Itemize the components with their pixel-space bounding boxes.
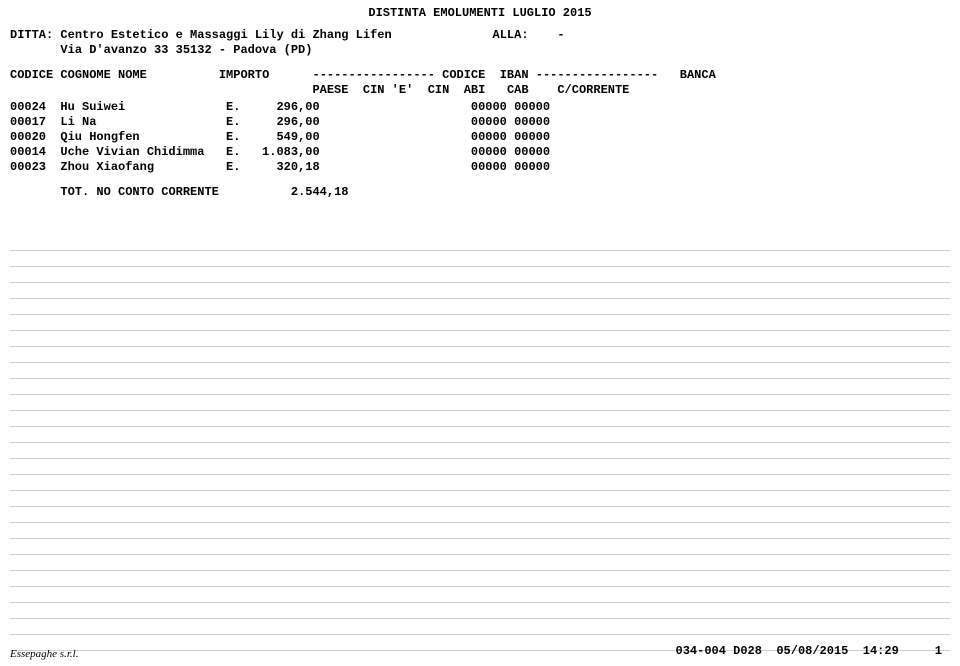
rule-line bbox=[10, 586, 950, 602]
rule-line bbox=[10, 426, 950, 442]
rule-line bbox=[10, 522, 950, 538]
table-row: 00020 Qiu Hongfen E. 549,00 00000 00000 bbox=[10, 130, 950, 145]
alla-value: - bbox=[557, 28, 564, 42]
page-title: DISTINTA EMOLUMENTI LUGLIO 2015 bbox=[10, 6, 950, 20]
rule-line bbox=[10, 474, 950, 490]
total-label: TOT. NO CONTO CORRENTE bbox=[60, 185, 218, 199]
table-row: 00023 Zhou Xiaofang E. 320,18 00000 0000… bbox=[10, 160, 950, 175]
rule-line bbox=[10, 410, 950, 426]
table-header-row-1: CODICE COGNOME NOME IMPORTO ------------… bbox=[10, 68, 950, 83]
rule-line bbox=[10, 618, 950, 634]
hdr-ccorrente: C/CORRENTE bbox=[557, 83, 629, 97]
rule-line bbox=[10, 506, 950, 522]
total-value: 2.544,18 bbox=[291, 185, 349, 199]
footer-right: 034-004 D028 05/08/2015 14:29 1 bbox=[676, 644, 942, 658]
rule-line bbox=[10, 282, 950, 298]
rule-line bbox=[10, 330, 950, 346]
hdr-dash2: ----------------- bbox=[536, 68, 658, 82]
rule-line bbox=[10, 266, 950, 282]
hdr-codice: CODICE bbox=[10, 68, 53, 82]
rule-line bbox=[10, 602, 950, 618]
ruled-lines bbox=[10, 250, 950, 666]
hdr-cin-e: CIN 'E' bbox=[363, 83, 413, 97]
hdr-cab: CAB bbox=[507, 83, 529, 97]
rule-line bbox=[10, 554, 950, 570]
hdr-paese: PAESE bbox=[312, 83, 348, 97]
footer-date: 05/08/2015 bbox=[776, 644, 848, 658]
table-row: 00014 Uche Vivian Chidimma E. 1.083,00 0… bbox=[10, 145, 950, 160]
rule-line bbox=[10, 298, 950, 314]
rule-line bbox=[10, 250, 950, 266]
rule-line bbox=[10, 314, 950, 330]
rule-line bbox=[10, 394, 950, 410]
footer-left: Essepaghe s.r.l. bbox=[10, 648, 78, 660]
rule-line bbox=[10, 490, 950, 506]
alla-label: ALLA: bbox=[493, 28, 529, 42]
rule-line bbox=[10, 538, 950, 554]
hdr-abi: ABI bbox=[464, 83, 486, 97]
ditta-name: Centro Estetico e Massaggi Lily di Zhang… bbox=[60, 28, 391, 42]
hdr-codice-iban: CODICE IBAN bbox=[442, 68, 528, 82]
hdr-cin: CIN bbox=[428, 83, 450, 97]
table-row: 00017 Li Na E. 296,00 00000 00000 bbox=[10, 115, 950, 130]
rule-line bbox=[10, 378, 950, 394]
ditta-address: Via D'avanzo 33 35132 - Padova (PD) bbox=[60, 43, 312, 57]
hdr-dash1: ----------------- bbox=[313, 68, 435, 82]
company-line-2: Via D'avanzo 33 35132 - Padova (PD) bbox=[10, 43, 950, 58]
footer-code: 034-004 D028 bbox=[676, 644, 762, 658]
footer-time: 14:29 bbox=[863, 644, 899, 658]
hdr-importo: IMPORTO bbox=[219, 68, 269, 82]
ditta-label: DITTA: bbox=[10, 28, 53, 42]
rule-line bbox=[10, 570, 950, 586]
hdr-cognome-nome: COGNOME NOME bbox=[60, 68, 146, 82]
rule-line bbox=[10, 346, 950, 362]
table-header-row-2: PAESE CIN 'E' CIN ABI CAB C/CORRENTE bbox=[10, 83, 950, 98]
rule-line bbox=[10, 458, 950, 474]
table-body: 00024 Hu Suiwei E. 296,00 00000 00000000… bbox=[10, 100, 950, 175]
footer-page: 1 bbox=[935, 644, 942, 658]
company-block: DITTA: Centro Estetico e Massaggi Lily d… bbox=[10, 28, 950, 58]
hdr-banca: BANCA bbox=[680, 68, 716, 82]
company-line-1: DITTA: Centro Estetico e Massaggi Lily d… bbox=[10, 28, 950, 43]
total-row: TOT. NO CONTO CORRENTE 2.544,18 bbox=[10, 185, 950, 200]
rule-line bbox=[10, 442, 950, 458]
table-row: 00024 Hu Suiwei E. 296,00 00000 00000 bbox=[10, 100, 950, 115]
rule-line bbox=[10, 362, 950, 378]
